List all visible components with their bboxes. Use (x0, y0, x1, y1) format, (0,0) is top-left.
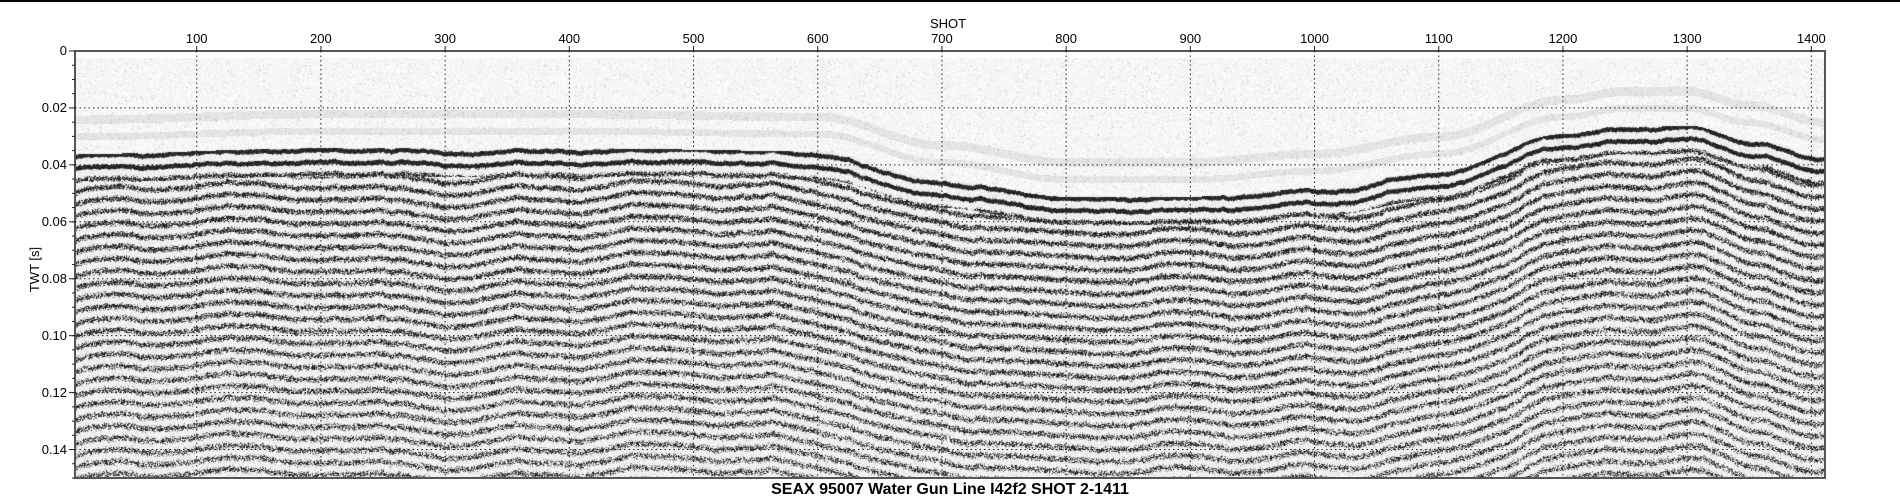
y-tick-label: 0 (59, 43, 67, 58)
x-tick-label: 800 (1055, 31, 1077, 46)
x-tick-label: 200 (310, 31, 332, 46)
y-tick-label: 0.08 (41, 270, 67, 286)
chart-title: SEAX 95007 Water Gun Line I42f2 SHOT 2-1… (771, 481, 1129, 498)
y-tick-label: 0.06 (41, 213, 67, 229)
seismic-section-plot (69, 46, 1826, 479)
x-tick-label: 300 (434, 31, 456, 46)
y-tick-label: 0.14 (41, 441, 67, 457)
y-tick-label: 0.02 (41, 99, 67, 115)
x-tick-label: 700 (931, 31, 953, 46)
top-border (0, 0, 1900, 2)
x-tick-label: 1000 (1300, 31, 1329, 46)
x-tick-label: 900 (1179, 31, 1202, 46)
y-tick-label: 0.10 (41, 327, 67, 343)
x-tick-label: 1100 (1424, 31, 1453, 46)
y-tick-label: 0.04 (41, 156, 67, 172)
y-tick-label: 0.12 (41, 384, 67, 400)
x-tick-label: 400 (558, 31, 581, 46)
x-tick-label: 1200 (1548, 31, 1578, 46)
x-tick-label: 100 (185, 31, 208, 46)
x-tick-label: 1300 (1672, 31, 1702, 46)
x-tick-label: 600 (806, 31, 829, 46)
x-tick-label: 1400 (1796, 31, 1826, 46)
x-tick-label: 500 (682, 31, 705, 46)
axes-overlay (69, 46, 1826, 479)
seismic-image (75, 51, 1825, 478)
x-axis-label: SHOT (930, 16, 967, 31)
